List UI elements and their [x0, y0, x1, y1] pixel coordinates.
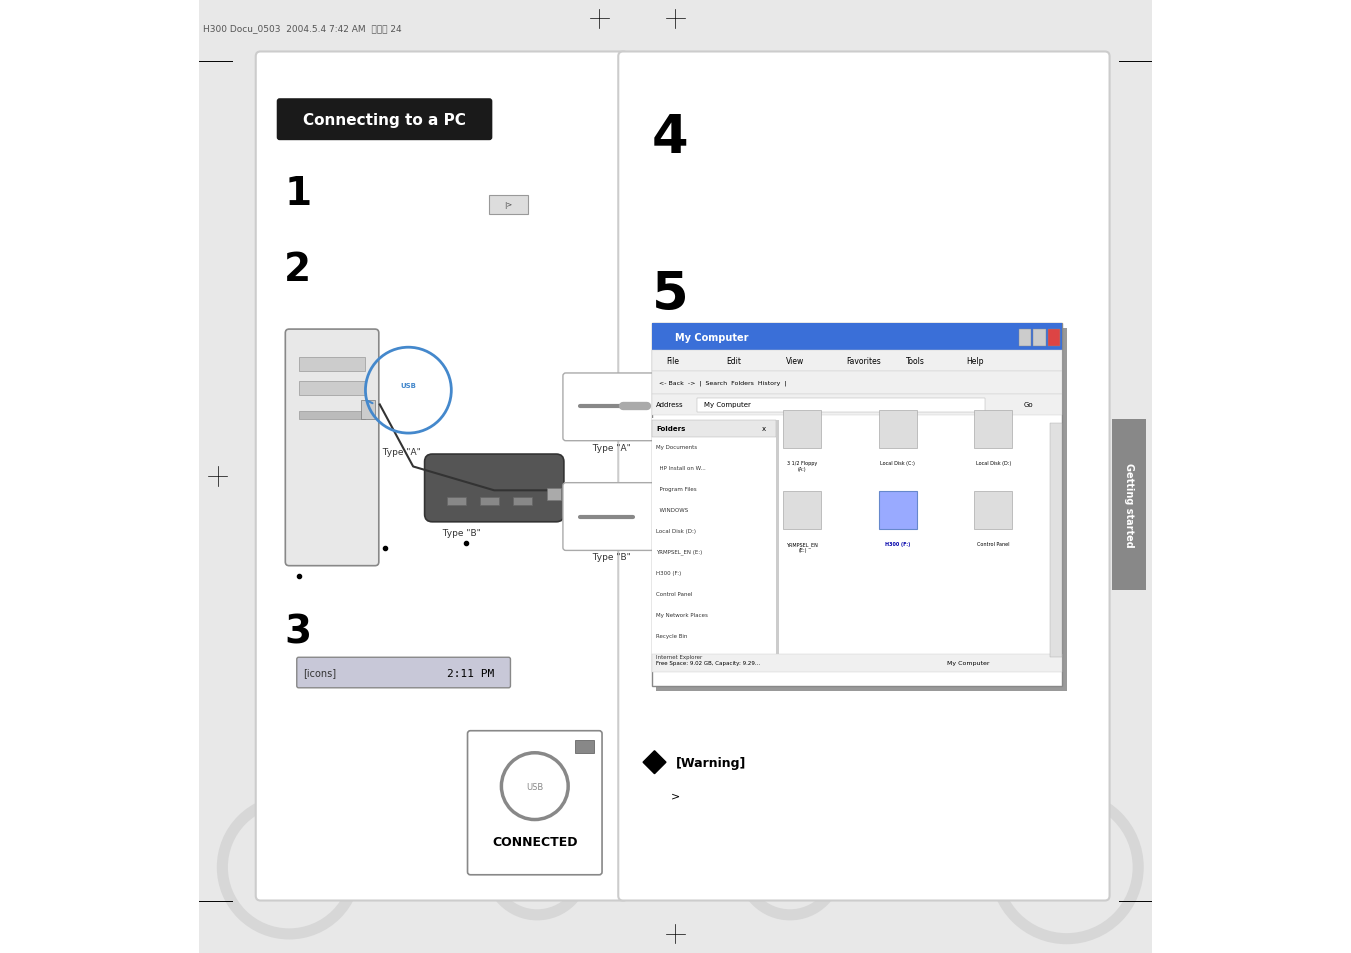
Bar — [657, 329, 1067, 691]
Text: Control Panel: Control Panel — [977, 541, 1009, 546]
FancyBboxPatch shape — [467, 731, 603, 875]
Text: Getting started: Getting started — [1124, 463, 1133, 547]
Text: Address: Address — [657, 402, 684, 408]
Bar — [784, 492, 821, 530]
Text: 3: 3 — [284, 614, 312, 651]
Text: My Computer: My Computer — [704, 402, 751, 408]
Bar — [1047, 330, 1061, 347]
Text: 1: 1 — [284, 175, 312, 213]
Text: Help: Help — [966, 356, 984, 366]
Bar — [697, 398, 985, 413]
Text: USB: USB — [400, 383, 416, 389]
Text: [Warning]: [Warning] — [676, 756, 746, 769]
Text: [icons]: [icons] — [304, 668, 336, 678]
Bar — [651, 655, 1062, 672]
Bar — [1019, 330, 1031, 347]
Bar — [299, 357, 366, 372]
Text: H300 (F:): H300 (F:) — [657, 570, 682, 576]
Text: YRMPSEL_EN (E:): YRMPSEL_EN (E:) — [657, 549, 703, 555]
Text: YRMPSEL_EN
(E:): YRMPSEL_EN (E:) — [786, 541, 819, 553]
Text: My Documents: My Documents — [657, 444, 697, 450]
Text: Local Disk (D:): Local Disk (D:) — [657, 528, 696, 534]
Polygon shape — [643, 751, 666, 774]
Text: Type "A": Type "A" — [586, 443, 631, 452]
FancyBboxPatch shape — [285, 330, 378, 566]
Text: Favorites: Favorites — [846, 356, 881, 366]
Bar — [1034, 330, 1046, 347]
Bar — [651, 420, 775, 437]
Text: Edit: Edit — [725, 356, 742, 366]
Text: Go: Go — [1024, 402, 1034, 408]
Text: Local Disk (D:): Local Disk (D:) — [975, 460, 1011, 465]
Text: My Network Places: My Network Places — [657, 612, 708, 618]
Text: 3 1/2 Floppy
(A:): 3 1/2 Floppy (A:) — [788, 460, 817, 471]
Text: 5: 5 — [651, 269, 688, 321]
Bar — [878, 492, 917, 530]
Bar — [1112, 419, 1146, 591]
Text: H300 Docu_0503  2004.5.4 7:42 AM  페이지 24: H300 Docu_0503 2004.5.4 7:42 AM 페이지 24 — [203, 24, 401, 32]
Text: My Computer: My Computer — [947, 660, 989, 666]
Text: Internet Explorer: Internet Explorer — [657, 654, 703, 659]
Text: File: File — [666, 356, 680, 366]
Bar — [784, 411, 821, 449]
Text: Type "B": Type "B" — [436, 529, 481, 537]
Text: USB: USB — [526, 781, 543, 791]
Bar — [974, 492, 1012, 530]
FancyBboxPatch shape — [255, 52, 628, 901]
Text: Folders: Folders — [657, 426, 686, 432]
FancyBboxPatch shape — [277, 99, 492, 141]
Bar — [547, 489, 561, 500]
Bar — [775, 420, 778, 667]
Text: Local Disk (C:): Local Disk (C:) — [881, 460, 915, 465]
Text: |>: |> — [504, 201, 512, 209]
Text: Type "B": Type "B" — [586, 553, 631, 561]
Bar — [361, 400, 376, 419]
Text: H300 (F:): H300 (F:) — [885, 541, 911, 546]
Text: Free Space: 9.02 GB, Capacity: 9.29...: Free Space: 9.02 GB, Capacity: 9.29... — [657, 660, 761, 666]
Bar — [299, 412, 366, 419]
FancyBboxPatch shape — [424, 455, 563, 522]
Text: Connecting to a PC: Connecting to a PC — [303, 112, 466, 128]
FancyBboxPatch shape — [563, 374, 654, 441]
Bar — [447, 497, 466, 505]
Bar — [489, 195, 528, 214]
Bar — [480, 497, 499, 505]
Bar — [878, 411, 917, 449]
FancyBboxPatch shape — [297, 658, 511, 688]
Text: Type "A": Type "A" — [377, 448, 420, 456]
Text: 4: 4 — [651, 112, 688, 164]
Text: <- Back  ->  |  Search  Folders  History  |: <- Back -> | Search Folders History | — [659, 380, 786, 386]
Text: HP Install on W...: HP Install on W... — [657, 465, 707, 471]
Text: x: x — [762, 426, 766, 432]
Bar — [974, 411, 1012, 449]
Text: Tools: Tools — [907, 356, 925, 366]
Bar — [651, 351, 1062, 372]
FancyBboxPatch shape — [619, 52, 1109, 901]
Bar — [576, 740, 594, 753]
Bar — [651, 324, 1062, 686]
Text: My Computer: My Computer — [676, 333, 748, 342]
Bar — [651, 418, 775, 667]
Bar — [651, 395, 1062, 416]
Text: WINDOWS: WINDOWS — [657, 507, 689, 513]
Text: Control Panel: Control Panel — [657, 591, 693, 597]
Bar — [651, 324, 1062, 351]
FancyBboxPatch shape — [563, 483, 654, 551]
Text: View: View — [786, 356, 804, 366]
Text: CONNECTED: CONNECTED — [492, 835, 577, 848]
Bar — [1051, 423, 1062, 658]
Text: Recycle Bin: Recycle Bin — [657, 633, 688, 639]
Text: >: > — [670, 791, 680, 801]
Bar — [513, 497, 532, 505]
Bar — [299, 381, 366, 395]
Text: 2:11 PM: 2:11 PM — [447, 668, 493, 678]
Bar — [651, 372, 1062, 395]
Text: 2: 2 — [284, 252, 312, 289]
Text: Program Files: Program Files — [657, 486, 697, 492]
